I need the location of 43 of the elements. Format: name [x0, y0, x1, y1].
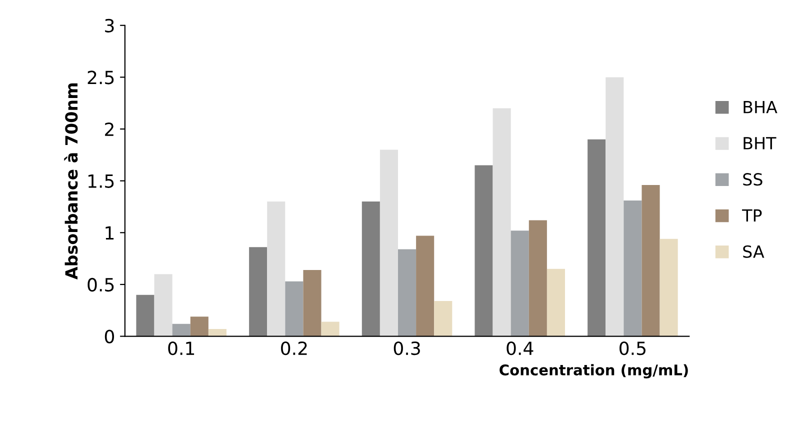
bar	[321, 322, 340, 336]
y-tick-label: 3	[105, 18, 114, 32]
bar	[510, 230, 529, 336]
bar	[398, 249, 416, 336]
bar	[434, 301, 452, 336]
x-tick-label: 0.1	[168, 341, 194, 356]
bar	[660, 238, 678, 336]
x-tick-label: 0.3	[394, 341, 420, 356]
bar	[642, 184, 660, 336]
y-tick-label: 2.5	[88, 70, 114, 84]
bar	[380, 150, 398, 336]
bar	[154, 274, 172, 336]
bar	[172, 324, 190, 336]
legend-label: TP	[742, 209, 762, 222]
x-tick-label: 0.5	[620, 341, 646, 356]
bar	[624, 200, 642, 336]
x-tick-label: 0.2	[281, 341, 307, 356]
bar	[267, 202, 286, 336]
legend-label: BHA	[744, 101, 778, 114]
bar	[474, 165, 493, 336]
bar	[136, 294, 154, 336]
y-tick-label: 0	[104, 330, 114, 344]
bar	[249, 247, 268, 336]
bar	[546, 268, 566, 336]
bar	[492, 108, 511, 336]
legend-label: SS	[743, 173, 762, 186]
y-tick-label: 2	[105, 122, 114, 136]
bar	[303, 270, 322, 336]
bar	[285, 281, 304, 336]
x-axis-title: Concentration (mg/mL)	[500, 364, 688, 378]
bar	[606, 77, 624, 336]
bar	[528, 220, 547, 336]
y-tick-label: 1	[106, 226, 114, 240]
bar	[588, 139, 606, 336]
bar	[362, 202, 380, 336]
bar	[190, 316, 208, 336]
y-tick-label: 0.5	[88, 278, 114, 292]
y-axis-title: Absorbance à 700nm	[64, 83, 78, 280]
legend-label: BHT	[744, 137, 776, 150]
legend-label: SA	[743, 245, 764, 258]
bar	[416, 236, 434, 336]
x-tick-label: 0.4	[506, 341, 534, 356]
y-tick-label: 1.5	[88, 174, 114, 188]
